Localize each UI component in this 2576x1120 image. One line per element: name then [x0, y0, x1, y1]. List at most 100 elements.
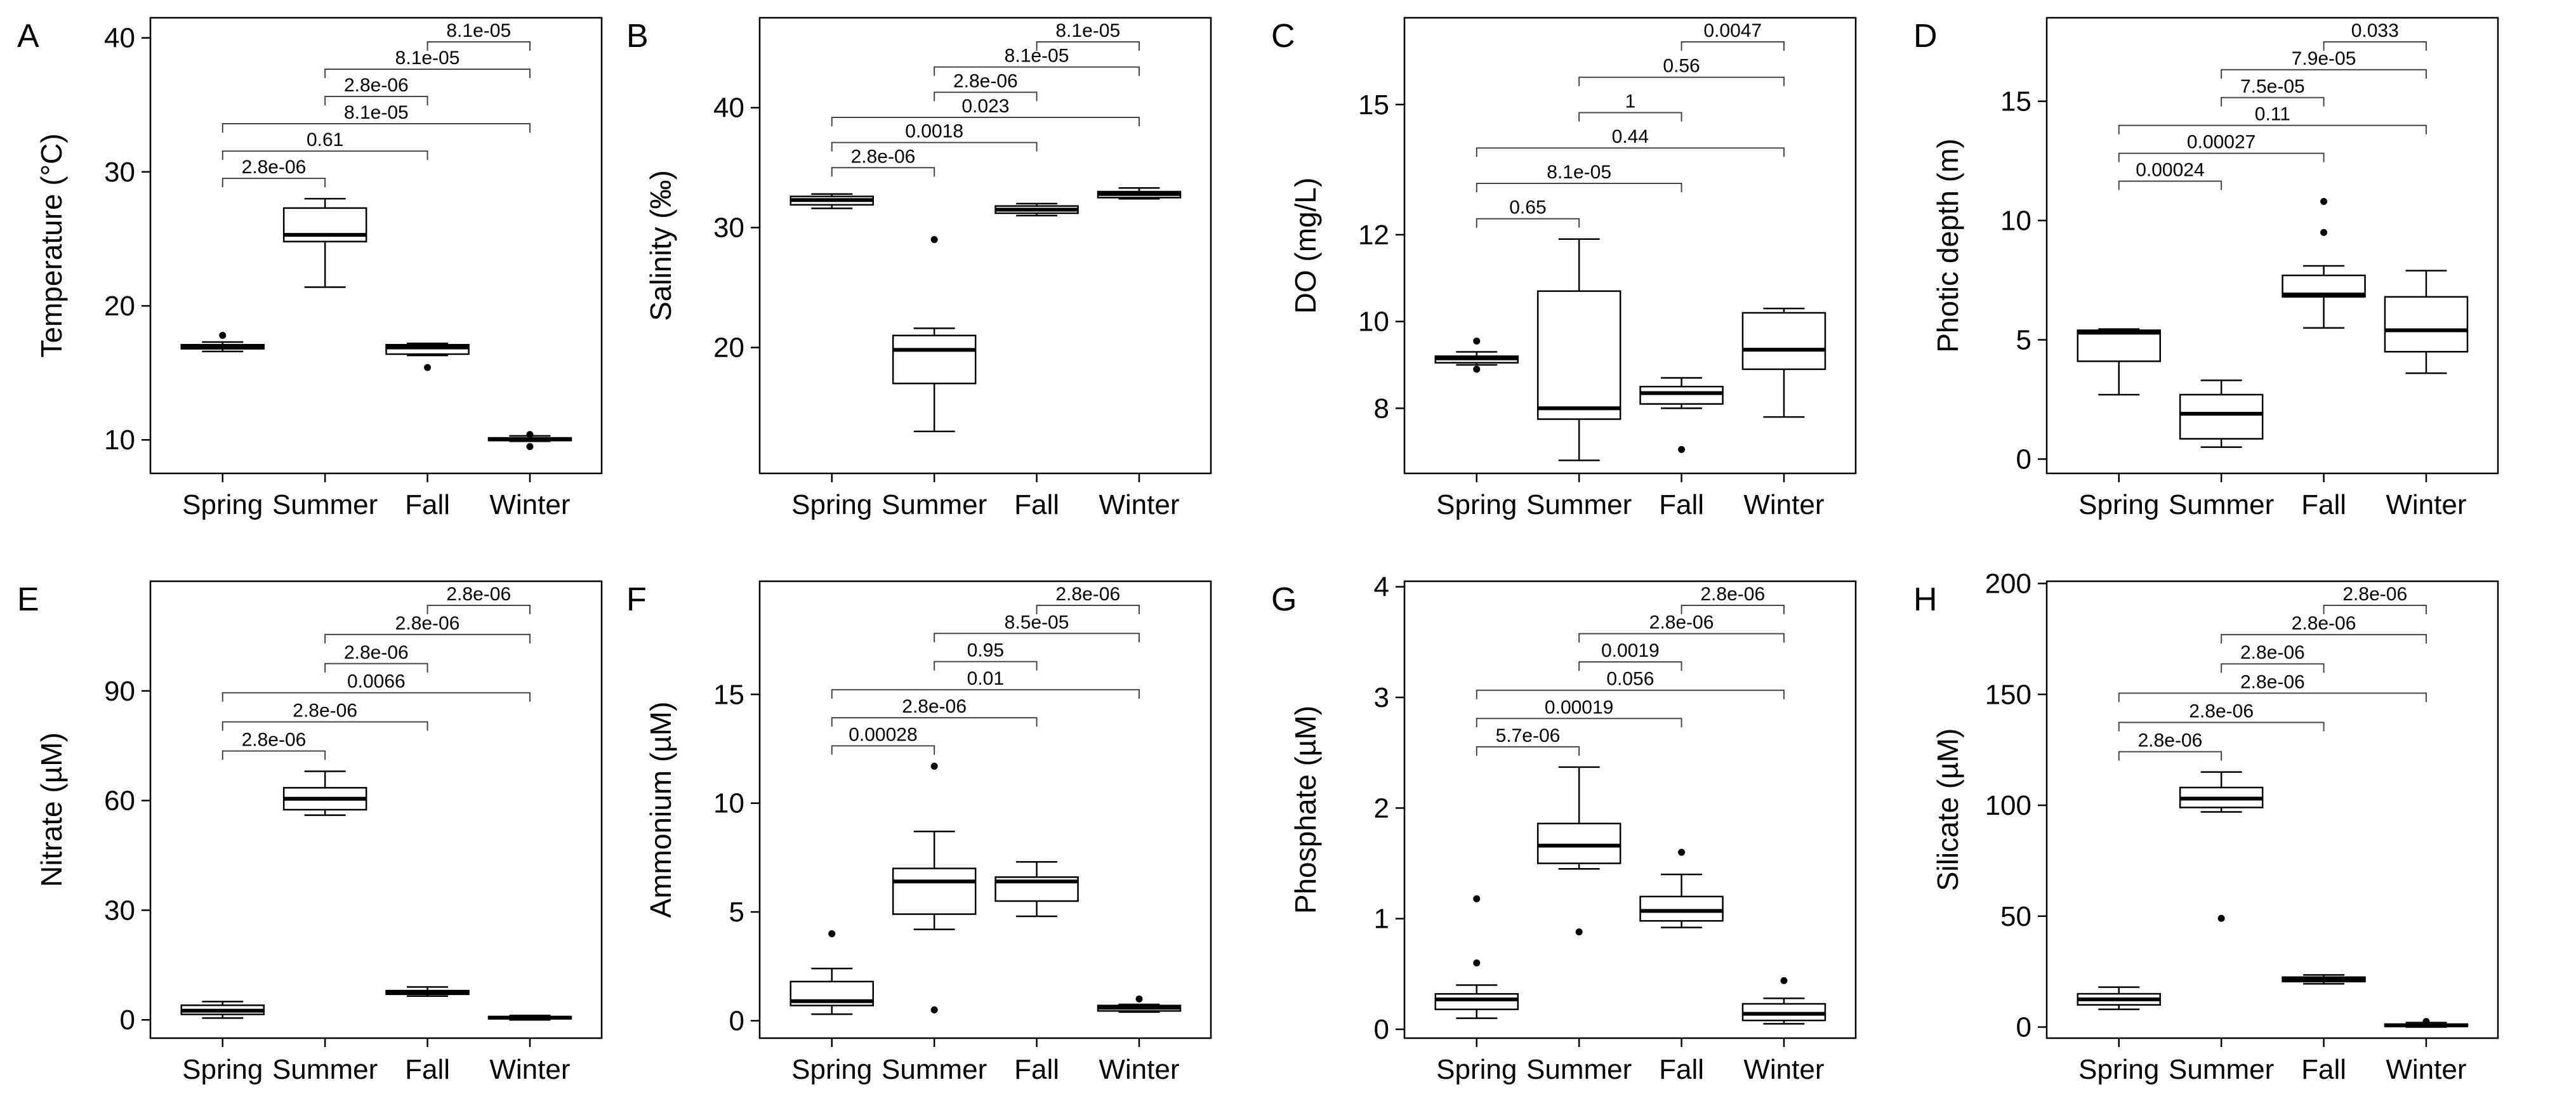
y-tick-label: 0 [729, 1006, 744, 1037]
panel-label: A [17, 18, 39, 55]
x-tick-label: Summer [2169, 1054, 2274, 1085]
box-spring [1434, 337, 1519, 373]
box-winter [1741, 977, 1826, 1025]
significance-bracket [221, 721, 428, 731]
significance-bracket [2118, 692, 2427, 702]
y-tick-label: 15 [1358, 89, 1389, 121]
box-fall [1639, 377, 1724, 453]
x-tick-label: Spring [182, 489, 263, 520]
p-value-label: 2.8e-06 [242, 730, 307, 751]
significance-bracket [324, 662, 428, 673]
significance-bracket [1476, 689, 1785, 699]
y-tick-label: 100 [1985, 790, 2031, 821]
y-tick-label: 4 [1374, 572, 1389, 603]
outlier-point [1473, 337, 1481, 345]
y-axis-label: Photic depth (m) [1931, 138, 1964, 352]
y-tick-label: 40 [713, 93, 744, 124]
outlier-point [1473, 366, 1481, 373]
y-tick-label: 0 [120, 1005, 135, 1036]
significance-bracket [1476, 218, 1580, 228]
panel-label: H [1913, 581, 1938, 618]
p-value-label: 0.0019 [1601, 640, 1660, 661]
p-value-label: 7.5e-05 [2240, 76, 2305, 97]
x-tick-label: Summer [272, 1054, 378, 1085]
x-tick-label: Winter [2386, 489, 2466, 520]
y-tick-label: 15 [2000, 86, 2031, 117]
y-tick-label: 0 [2016, 1012, 2031, 1043]
significance-bracket [221, 178, 326, 188]
p-value-label: 2.8e-06 [851, 146, 916, 167]
iqr-box [892, 334, 977, 385]
y-tick-label: 50 [2000, 901, 2031, 932]
significance-bracket [1476, 147, 1785, 157]
iqr-box [1741, 312, 1826, 371]
y-tick-label: 3 [1374, 682, 1389, 713]
p-value-label: 2.8e-06 [1700, 584, 1765, 605]
x-tick-label: Winter [489, 489, 570, 520]
significance-bracket [1036, 605, 1140, 614]
x-tick-label: Summer [2169, 489, 2274, 520]
y-tick-label: 2 [1374, 793, 1389, 824]
x-tick-label: Spring [182, 1054, 263, 1085]
x-tick-label: Fall [1659, 489, 1704, 520]
significance-bracket [2118, 152, 2325, 162]
panel-label: F [626, 581, 647, 618]
outlier-point [219, 331, 227, 339]
y-tick-label: 30 [104, 157, 135, 188]
p-value-label: 0.00028 [849, 724, 917, 745]
box-fall [994, 861, 1079, 918]
significance-bracket [426, 41, 531, 51]
outlier-point [2320, 228, 2328, 236]
iqr-box [892, 867, 977, 915]
x-tick-label: Winter [1743, 1054, 1824, 1085]
x-tick-label: Winter [1743, 489, 1824, 520]
significance-bracket [1681, 41, 1785, 51]
significance-bracket [2118, 721, 2325, 732]
outlier-point [930, 1006, 938, 1013]
x-tick-label: Fall [405, 489, 450, 520]
p-value-label: 2.8e-06 [344, 642, 409, 663]
p-value-label: 2.8e-06 [242, 157, 307, 178]
panel-a: A Temperature (°C) 10 20 30 40 Spring Summer Fal… [17, 16, 603, 520]
x-tick-label: Fall [1659, 1054, 1704, 1085]
panel-label: B [626, 18, 649, 55]
plot-frame [1403, 16, 1857, 475]
y-tick-label: 5 [2016, 324, 2031, 355]
x-tick-label: Spring [1436, 489, 1517, 520]
box-fall [2282, 974, 2366, 985]
outlier-point [1473, 895, 1481, 902]
p-value-label: 0.56 [1663, 56, 1700, 77]
outlier-point [1575, 928, 1583, 936]
x-tick-label: Fall [405, 1054, 450, 1085]
y-axis-label: DO (mg/L) [1289, 178, 1322, 314]
outlier-point [424, 364, 432, 371]
box-summer [892, 762, 977, 1013]
significance-bracket [2221, 96, 2325, 107]
box-winter [2384, 1018, 2469, 1028]
iqr-box [2077, 329, 2162, 362]
significance-bracket [934, 661, 1038, 671]
outlier-point [2422, 1018, 2430, 1025]
p-value-label: 0.0066 [347, 671, 406, 692]
significance-bracket [1476, 182, 1682, 192]
outlier-point [526, 443, 534, 451]
box-summer [282, 770, 367, 816]
p-value-label: 8.1e-05 [344, 102, 409, 123]
y-tick-label: 20 [713, 333, 744, 364]
outlier-point [1780, 977, 1788, 984]
p-value-label: 0.01 [967, 668, 1004, 689]
y-tick-label: 10 [2000, 206, 2031, 237]
x-tick-label: Spring [791, 489, 872, 520]
x-tick-label: Summer [1526, 489, 1632, 520]
panel-d: D Photic depth (m) 0 5 10 15 Spring Summer Fall W… [1913, 16, 2499, 520]
significance-bracket [1578, 661, 1682, 671]
iqr-box [1536, 290, 1622, 420]
y-axis-label: Temperature (°C) [35, 133, 68, 357]
outlier-point [1473, 959, 1481, 966]
outlier-point [930, 236, 938, 244]
significance-bracket [831, 688, 1140, 699]
y-tick-label: 1 [1374, 904, 1389, 935]
x-tick-label: Fall [2301, 489, 2346, 520]
significance-bracket [831, 116, 1140, 126]
